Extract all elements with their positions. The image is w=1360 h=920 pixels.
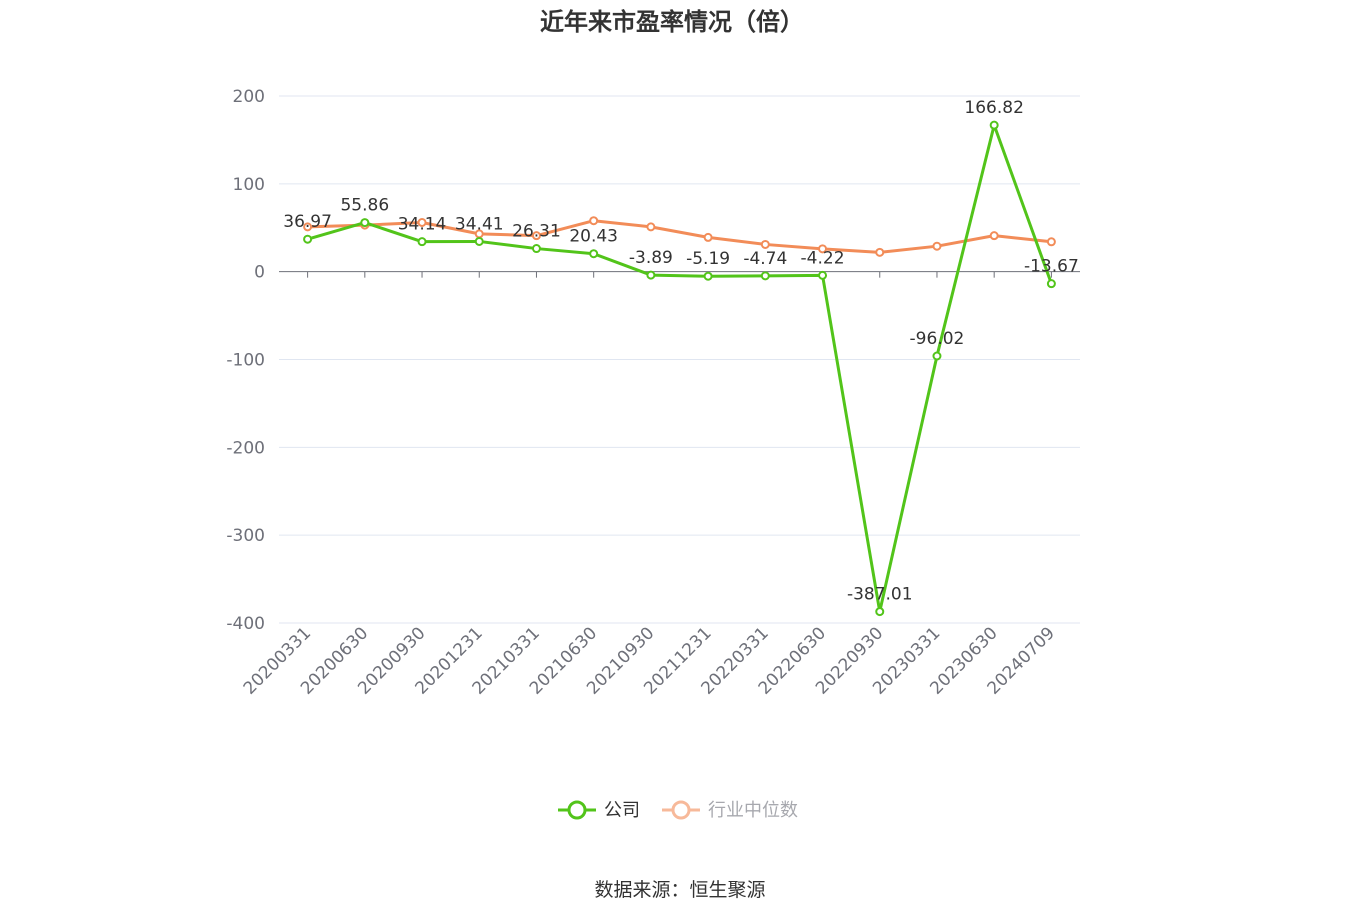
data-label: 34.14 <box>398 215 447 235</box>
data-point[interactable] <box>417 237 427 247</box>
legend-label: 行业中位数 <box>708 800 798 821</box>
data-point[interactable] <box>417 217 427 227</box>
data-point[interactable] <box>531 244 541 254</box>
data-point[interactable] <box>932 241 942 251</box>
y-tick-label: -300 <box>226 526 265 546</box>
data-point[interactable] <box>989 120 999 130</box>
legend-label: 公司 <box>604 800 640 821</box>
legend-item-industry-median[interactable]: 行业中位数 <box>662 800 798 821</box>
legend-marker-icon <box>671 800 691 820</box>
data-label: 55.86 <box>340 196 389 216</box>
y-tick-label: 0 <box>254 263 265 283</box>
series-lines <box>303 120 1056 617</box>
data-point[interactable] <box>531 231 541 241</box>
data-point[interactable] <box>760 239 770 249</box>
data-point[interactable] <box>1046 279 1056 289</box>
data-point[interactable] <box>303 222 313 232</box>
data-point[interactable] <box>932 351 942 361</box>
legend[interactable]: 公司 行业中位数 <box>558 800 798 821</box>
series-line-company <box>307 123 1053 614</box>
data-label: -5.19 <box>686 249 730 269</box>
data-point[interactable] <box>818 270 828 280</box>
grid-lines <box>279 95 1080 624</box>
data-point[interactable] <box>589 249 599 259</box>
data-point[interactable] <box>474 236 484 246</box>
chart-title: 近年来市盈率情况（倍） <box>540 8 804 36</box>
data-point[interactable] <box>1046 237 1056 247</box>
data-point[interactable] <box>760 271 770 281</box>
data-label: -4.22 <box>801 248 845 268</box>
data-point[interactable] <box>589 216 599 226</box>
data-point[interactable] <box>703 271 713 281</box>
data-point[interactable] <box>989 231 999 241</box>
data-point[interactable] <box>303 234 313 244</box>
data-label: 34.41 <box>455 214 504 234</box>
data-label: 166.82 <box>964 98 1023 118</box>
legend-item-company[interactable]: 公司 <box>558 800 640 821</box>
data-label: 20.43 <box>569 227 618 247</box>
data-point[interactable] <box>818 244 828 254</box>
data-point[interactable] <box>875 607 885 617</box>
series-line-industry-median <box>307 219 1052 254</box>
y-tick-label: -400 <box>226 614 265 634</box>
data-label: -96.02 <box>910 329 965 349</box>
data-source-note: 数据来源：恒生聚源 <box>594 879 765 901</box>
data-label: 36.97 <box>283 212 332 232</box>
data-point[interactable] <box>703 232 713 242</box>
legend-marker-icon <box>567 800 587 820</box>
data-label: -3.89 <box>629 248 673 268</box>
data-label: 26.31 <box>512 222 561 242</box>
data-point[interactable] <box>646 270 656 280</box>
y-axis: 200 100 0 -100 -200 -300 -400 <box>226 87 265 634</box>
data-label: -4.74 <box>743 249 787 269</box>
y-tick-label: -100 <box>226 351 265 371</box>
y-tick-label: 200 <box>233 87 265 107</box>
data-label: -13.67 <box>1024 257 1079 277</box>
y-tick-label: 100 <box>233 175 265 195</box>
data-label: -387.01 <box>847 585 913 605</box>
data-point[interactable] <box>875 247 885 257</box>
data-labels: 36.97 55.86 34.14 34.41 26.31 20.43 -3.89 -5.19… <box>283 98 1079 604</box>
data-point[interactable] <box>360 218 370 228</box>
y-tick-label: -200 <box>226 438 265 458</box>
data-point[interactable] <box>646 222 656 232</box>
